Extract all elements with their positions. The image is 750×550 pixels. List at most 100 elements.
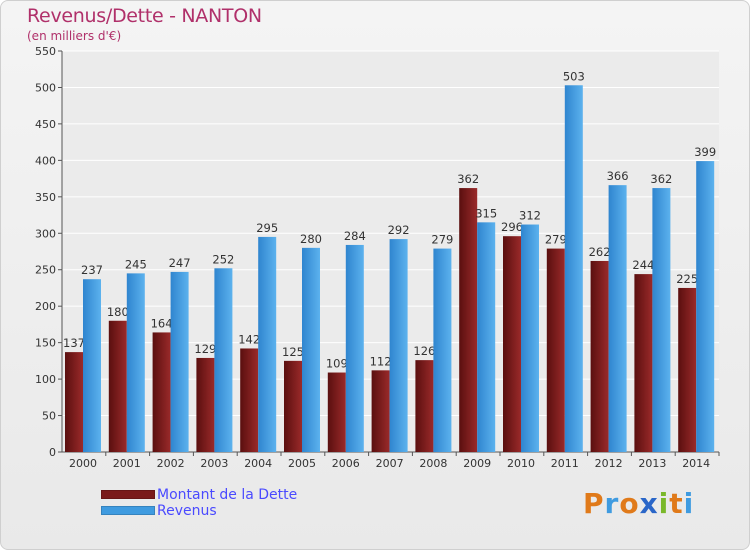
y-tick-label: 250 xyxy=(35,264,56,277)
bar-dette xyxy=(546,248,565,452)
bar-revenus xyxy=(389,239,408,452)
x-tick-label: 2005 xyxy=(288,457,316,470)
bar-dette xyxy=(240,348,259,452)
y-tick-label: 150 xyxy=(35,337,56,350)
data-label-revenus: 315 xyxy=(475,206,497,220)
data-label-revenus: 362 xyxy=(650,172,672,186)
y-tick-label: 500 xyxy=(35,81,56,94)
data-label-dette: 112 xyxy=(370,354,392,368)
bar-dette xyxy=(65,352,83,452)
bar-revenus xyxy=(170,271,189,452)
bar-dette xyxy=(152,332,171,452)
x-tick-label: 2004 xyxy=(244,457,272,470)
x-tick-label: 2011 xyxy=(551,457,579,470)
y-tick-label: 0 xyxy=(49,446,56,459)
y-tick-label: 350 xyxy=(35,191,56,204)
legend-swatch-revenus xyxy=(101,506,155,515)
bar-dette xyxy=(415,360,434,452)
x-tick-label: 2007 xyxy=(376,457,404,470)
data-label-revenus: 279 xyxy=(431,233,453,247)
bar-revenus xyxy=(696,161,715,453)
bar-dette xyxy=(108,320,127,452)
y-tick-label: 200 xyxy=(35,300,56,313)
data-label-dette: 126 xyxy=(413,344,435,358)
data-label-dette: 279 xyxy=(545,233,567,247)
data-label-dette: 164 xyxy=(151,316,173,330)
bar-revenus xyxy=(477,222,496,452)
logo-letter: i xyxy=(683,487,695,520)
x-tick-label: 2000 xyxy=(69,457,97,470)
bar-dette xyxy=(284,360,302,452)
legend-swatch-dette xyxy=(101,490,155,499)
logo-letter: P xyxy=(583,487,605,520)
data-label-revenus: 312 xyxy=(519,209,541,223)
y-tick-label: 400 xyxy=(35,154,56,167)
legend-label-dette: Montant de la Dette xyxy=(157,487,298,503)
logo-letter: t xyxy=(669,487,684,520)
bar-dette xyxy=(590,260,609,452)
data-label-revenus: 280 xyxy=(300,232,322,246)
bar-dette xyxy=(503,236,521,452)
chart-subtitle: (en milliers d'€) xyxy=(27,29,122,43)
bar-revenus xyxy=(608,185,627,453)
proxiti-logo: Proxiti xyxy=(583,487,694,520)
data-label-revenus: 252 xyxy=(212,252,234,266)
x-tick-label: 2013 xyxy=(638,457,666,470)
data-label-dette: 137 xyxy=(63,336,85,350)
x-tick-label: 2003 xyxy=(200,457,228,470)
bar-revenus xyxy=(214,268,233,452)
bar-revenus xyxy=(652,188,671,452)
bar-revenus xyxy=(564,85,583,452)
data-label-revenus: 237 xyxy=(81,263,103,277)
y-tick-label: 450 xyxy=(35,118,56,131)
y-tick-label: 300 xyxy=(35,227,56,240)
data-label-revenus: 245 xyxy=(125,257,147,271)
data-label-revenus: 292 xyxy=(388,223,410,237)
data-label-revenus: 247 xyxy=(169,256,191,270)
bar-dette xyxy=(459,188,478,452)
data-label-dette: 125 xyxy=(282,345,304,359)
x-tick-label: 2012 xyxy=(595,457,623,470)
data-label-dette: 109 xyxy=(326,357,348,371)
bar-dette xyxy=(678,287,697,452)
legend-label-revenus: Revenus xyxy=(157,503,217,519)
bar-revenus xyxy=(126,273,145,452)
bar-dette xyxy=(196,357,215,452)
logo-letter: x xyxy=(639,487,659,520)
data-label-revenus: 399 xyxy=(694,145,716,159)
x-tick-label: 2010 xyxy=(507,457,535,470)
bar-revenus xyxy=(83,279,101,452)
data-label-revenus: 284 xyxy=(344,229,366,243)
bar-revenus xyxy=(521,224,539,452)
x-tick-label: 2014 xyxy=(682,457,710,470)
y-tick-label: 550 xyxy=(35,45,56,58)
data-label-revenus: 503 xyxy=(563,69,585,83)
logo-letter: i xyxy=(658,487,670,520)
bar-revenus xyxy=(433,248,452,452)
data-label-dette: 296 xyxy=(501,220,523,234)
data-label-dette: 244 xyxy=(632,258,654,272)
data-label-revenus: 366 xyxy=(607,169,629,183)
bar-dette xyxy=(327,372,346,452)
y-tick-label: 100 xyxy=(35,373,56,386)
x-tick-label: 2002 xyxy=(157,457,185,470)
data-label-dette: 225 xyxy=(676,272,698,286)
data-label-dette: 180 xyxy=(107,305,129,319)
bar-dette xyxy=(371,370,390,452)
data-label-dette: 129 xyxy=(194,342,216,356)
data-label-dette: 362 xyxy=(457,172,479,186)
y-tick-label: 50 xyxy=(42,410,56,423)
bar-revenus xyxy=(258,236,277,452)
data-label-revenus: 295 xyxy=(256,221,278,235)
bar-revenus xyxy=(302,247,320,452)
x-tick-label: 2008 xyxy=(419,457,447,470)
bar-dette xyxy=(634,274,653,452)
x-tick-label: 2001 xyxy=(113,457,141,470)
logo-letter: r xyxy=(604,487,620,520)
x-tick-label: 2006 xyxy=(332,457,360,470)
x-tick-label: 2009 xyxy=(463,457,491,470)
logo-letter: o xyxy=(619,487,640,520)
chart-title: Revenus/Dette - NANTON xyxy=(27,5,262,27)
